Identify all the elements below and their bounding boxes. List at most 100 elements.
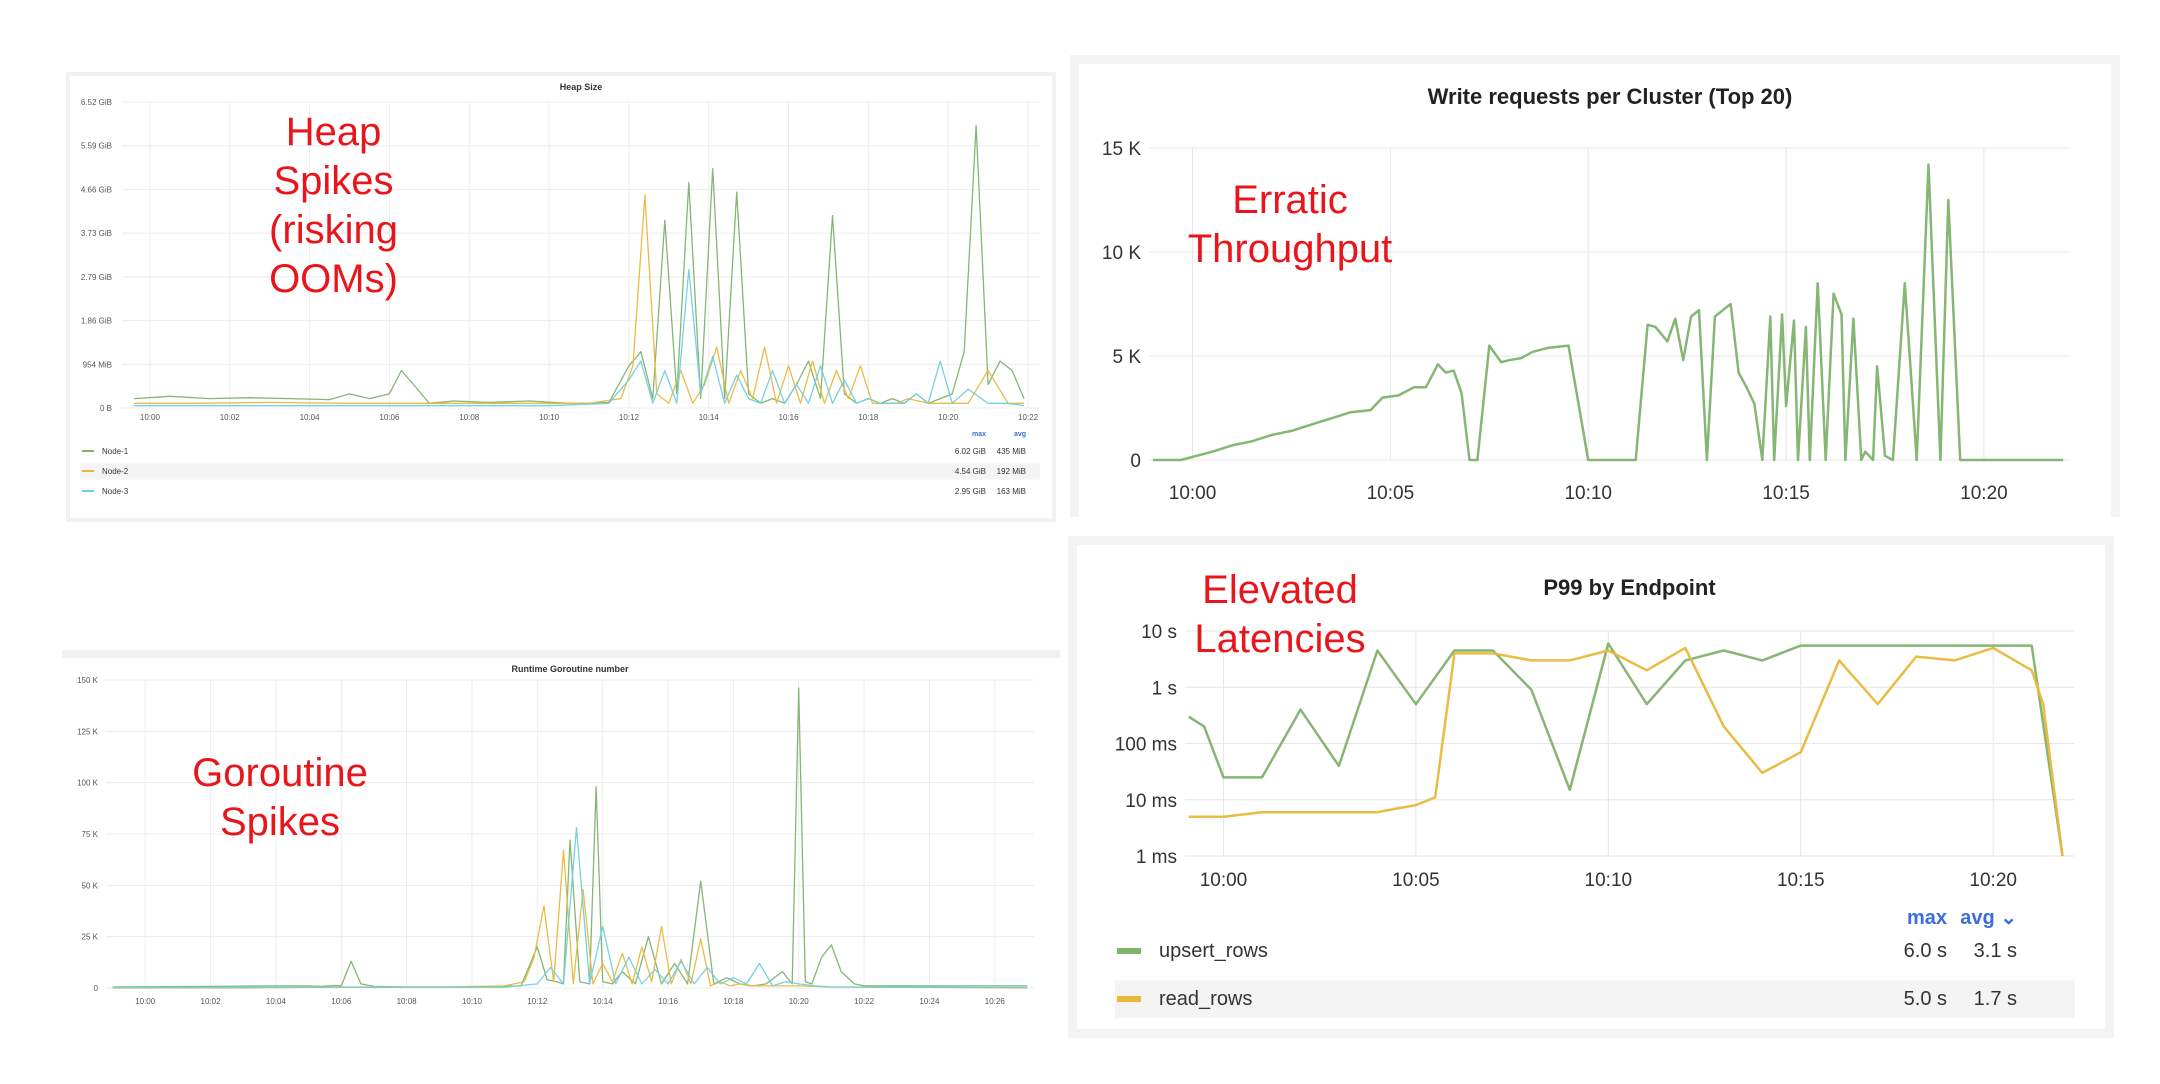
- y-tick-label: 25 K: [82, 933, 99, 942]
- legend-avg-header: avg: [1014, 431, 1026, 438]
- x-tick-label: 10:22: [1018, 413, 1039, 422]
- p99-panel: P99 by Endpoint 1 ms 10 ms 100 ms 1 s 10 s 10:…: [1068, 536, 2114, 1038]
- x-tick-label: 10:06: [331, 997, 352, 1006]
- series-line-read-rows: [1188, 646, 2064, 857]
- legend-row-band: [80, 463, 1040, 480]
- x-tick-label: 10:02: [201, 997, 222, 1006]
- y-tick-label: 3.73 GiB: [81, 229, 112, 238]
- x-tick-label: 10:22: [854, 997, 875, 1006]
- x-tick-label: 10:20: [789, 997, 810, 1006]
- x-tick-label: 10:10: [1564, 483, 1612, 504]
- goroutine-panel: Runtime Goroutine number 0 25 K 50 K 75 K 100…: [62, 650, 1060, 1018]
- write-requests-chart: Write requests per Cluster (Top 20) 0 5 K 1…: [1102, 84, 2071, 504]
- y-tick-label: 75 K: [82, 830, 99, 839]
- x-tick-label: 10:16: [658, 997, 679, 1006]
- series-line-upsert-rows: [1188, 642, 2064, 857]
- x-tick-label: 10:18: [858, 413, 879, 422]
- x-tick-label: 10:10: [1585, 870, 1633, 891]
- y-tick-label: 4.66 GiB: [81, 185, 112, 194]
- legend-series-name: upsert_rows: [1159, 940, 1268, 962]
- x-tick-label: 10:05: [1392, 870, 1440, 891]
- x-tick-label: 10:15: [1762, 483, 1810, 504]
- y-tick-label: 10 s: [1141, 622, 1177, 643]
- x-tick-label: 10:20: [938, 413, 959, 422]
- x-tick-label: 10:06: [379, 413, 400, 422]
- goroutine-spikes-annotation: Goroutine Spikes: [192, 751, 368, 844]
- goroutine-chart: Runtime Goroutine number 0 25 K 50 K 75 K 100…: [77, 664, 1034, 1006]
- legend-avg-value: 435 MiB: [997, 447, 1026, 456]
- legend-avg-value: 1.7 s: [1974, 988, 2017, 1010]
- y-tick-label: 0 B: [100, 404, 112, 413]
- x-tick-label: 10:12: [527, 997, 548, 1006]
- heap-spikes-annotation: Heap Spikes (risking OOMs): [269, 110, 398, 301]
- x-tick-label: 10:05: [1367, 483, 1415, 504]
- x-tick-label: 10:04: [300, 413, 321, 422]
- y-tick-label: 1 ms: [1136, 847, 1177, 868]
- x-tick-label: 10:24: [919, 997, 940, 1006]
- y-tick-label: 125 K: [77, 727, 99, 736]
- heap-size-panel: Heap Size 0 B 954 MiB 1.86 GiB 2.79 GiB 3.73 …: [66, 72, 1056, 522]
- legend-row-band: [1115, 980, 2075, 1019]
- legend-series-name: read_rows: [1159, 988, 1252, 1010]
- write-requests-panel: Write requests per Cluster (Top 20) 0 5 K 1…: [1070, 55, 2120, 517]
- legend-max-value: 6.02 GiB: [955, 447, 986, 456]
- legend-max-header: max: [972, 431, 986, 438]
- x-tick-label: 10:08: [459, 413, 480, 422]
- series-line-node-2: [134, 194, 1024, 404]
- legend-max-value: 5.0 s: [1904, 988, 1947, 1010]
- series-line-2: [112, 827, 1028, 989]
- y-tick-label: 50 K: [82, 881, 99, 890]
- x-tick-label: 10:02: [220, 413, 241, 422]
- x-tick-label: 10:12: [619, 413, 640, 422]
- y-tick-label: 100 K: [77, 779, 99, 788]
- y-tick-label: 954 MiB: [83, 360, 112, 369]
- legend-avg-value: 163 MiB: [997, 487, 1026, 496]
- series-line-0: [1153, 163, 2064, 462]
- legend-series-name: Node-1: [102, 447, 129, 456]
- heap-size-chart: Heap Size 0 B 954 MiB 1.86 GiB 2.79 GiB 3.73 …: [80, 82, 1040, 496]
- legend-max-value: 4.54 GiB: [955, 467, 986, 476]
- x-tick-label: 10:14: [699, 413, 720, 422]
- y-tick-label: 10 K: [1102, 243, 1141, 264]
- x-tick-label: 10:00: [1200, 870, 1248, 891]
- x-tick-label: 10:00: [1169, 483, 1217, 504]
- legend-max-value: 6.0 s: [1904, 940, 1947, 962]
- legend-max-value: 2.95 GiB: [955, 487, 986, 496]
- x-tick-label: 10:26: [985, 997, 1006, 1006]
- p99-chart: P99 by Endpoint 1 ms 10 ms 100 ms 1 s 10 s 10:…: [1115, 575, 2075, 1019]
- y-tick-label: 1.86 GiB: [81, 317, 112, 326]
- x-tick-label: 10:20: [1969, 870, 2017, 891]
- y-tick-label: 2.79 GiB: [81, 273, 112, 282]
- y-tick-label: 100 ms: [1115, 735, 1177, 756]
- x-tick-label: 10:15: [1777, 870, 1825, 891]
- y-tick-label: 6.52 GiB: [81, 98, 112, 107]
- x-tick-label: 10:10: [462, 997, 483, 1006]
- legend-series-name: Node-2: [102, 467, 129, 476]
- x-tick-label: 10:08: [397, 997, 418, 1006]
- y-tick-label: 15 K: [1102, 139, 1141, 160]
- y-tick-label: 5.59 GiB: [81, 142, 112, 151]
- chart-title: Write requests per Cluster (Top 20): [1428, 84, 1793, 109]
- x-tick-label: 10:04: [266, 997, 287, 1006]
- chart-title: Heap Size: [560, 82, 603, 92]
- chart-title: Runtime Goroutine number: [512, 664, 629, 674]
- y-tick-label: 10 ms: [1125, 791, 1177, 812]
- x-tick-label: 10:00: [135, 997, 156, 1006]
- legend-avg-header: avg ⌄: [1960, 907, 2017, 929]
- x-tick-label: 10:16: [779, 413, 800, 422]
- x-tick-label: 10:00: [140, 413, 161, 422]
- series-line-node-3: [134, 268, 1025, 407]
- y-tick-label: 1 s: [1152, 678, 1177, 699]
- legend-series-name: Node-3: [102, 487, 129, 496]
- elevated-latencies-annotation: Elevated Latencies: [1194, 568, 1366, 661]
- x-tick-label: 10:10: [539, 413, 560, 422]
- x-tick-label: 10:14: [593, 997, 614, 1006]
- legend-avg-value: 192 MiB: [997, 467, 1026, 476]
- series-line-0: [112, 687, 1028, 988]
- y-tick-label: 0: [94, 984, 99, 993]
- y-tick-label: 0: [1130, 451, 1141, 472]
- x-tick-label: 10:20: [1960, 483, 2008, 504]
- series-line-1: [112, 849, 1028, 989]
- x-tick-label: 10:18: [723, 997, 744, 1006]
- legend-max-header: max: [1907, 907, 1947, 929]
